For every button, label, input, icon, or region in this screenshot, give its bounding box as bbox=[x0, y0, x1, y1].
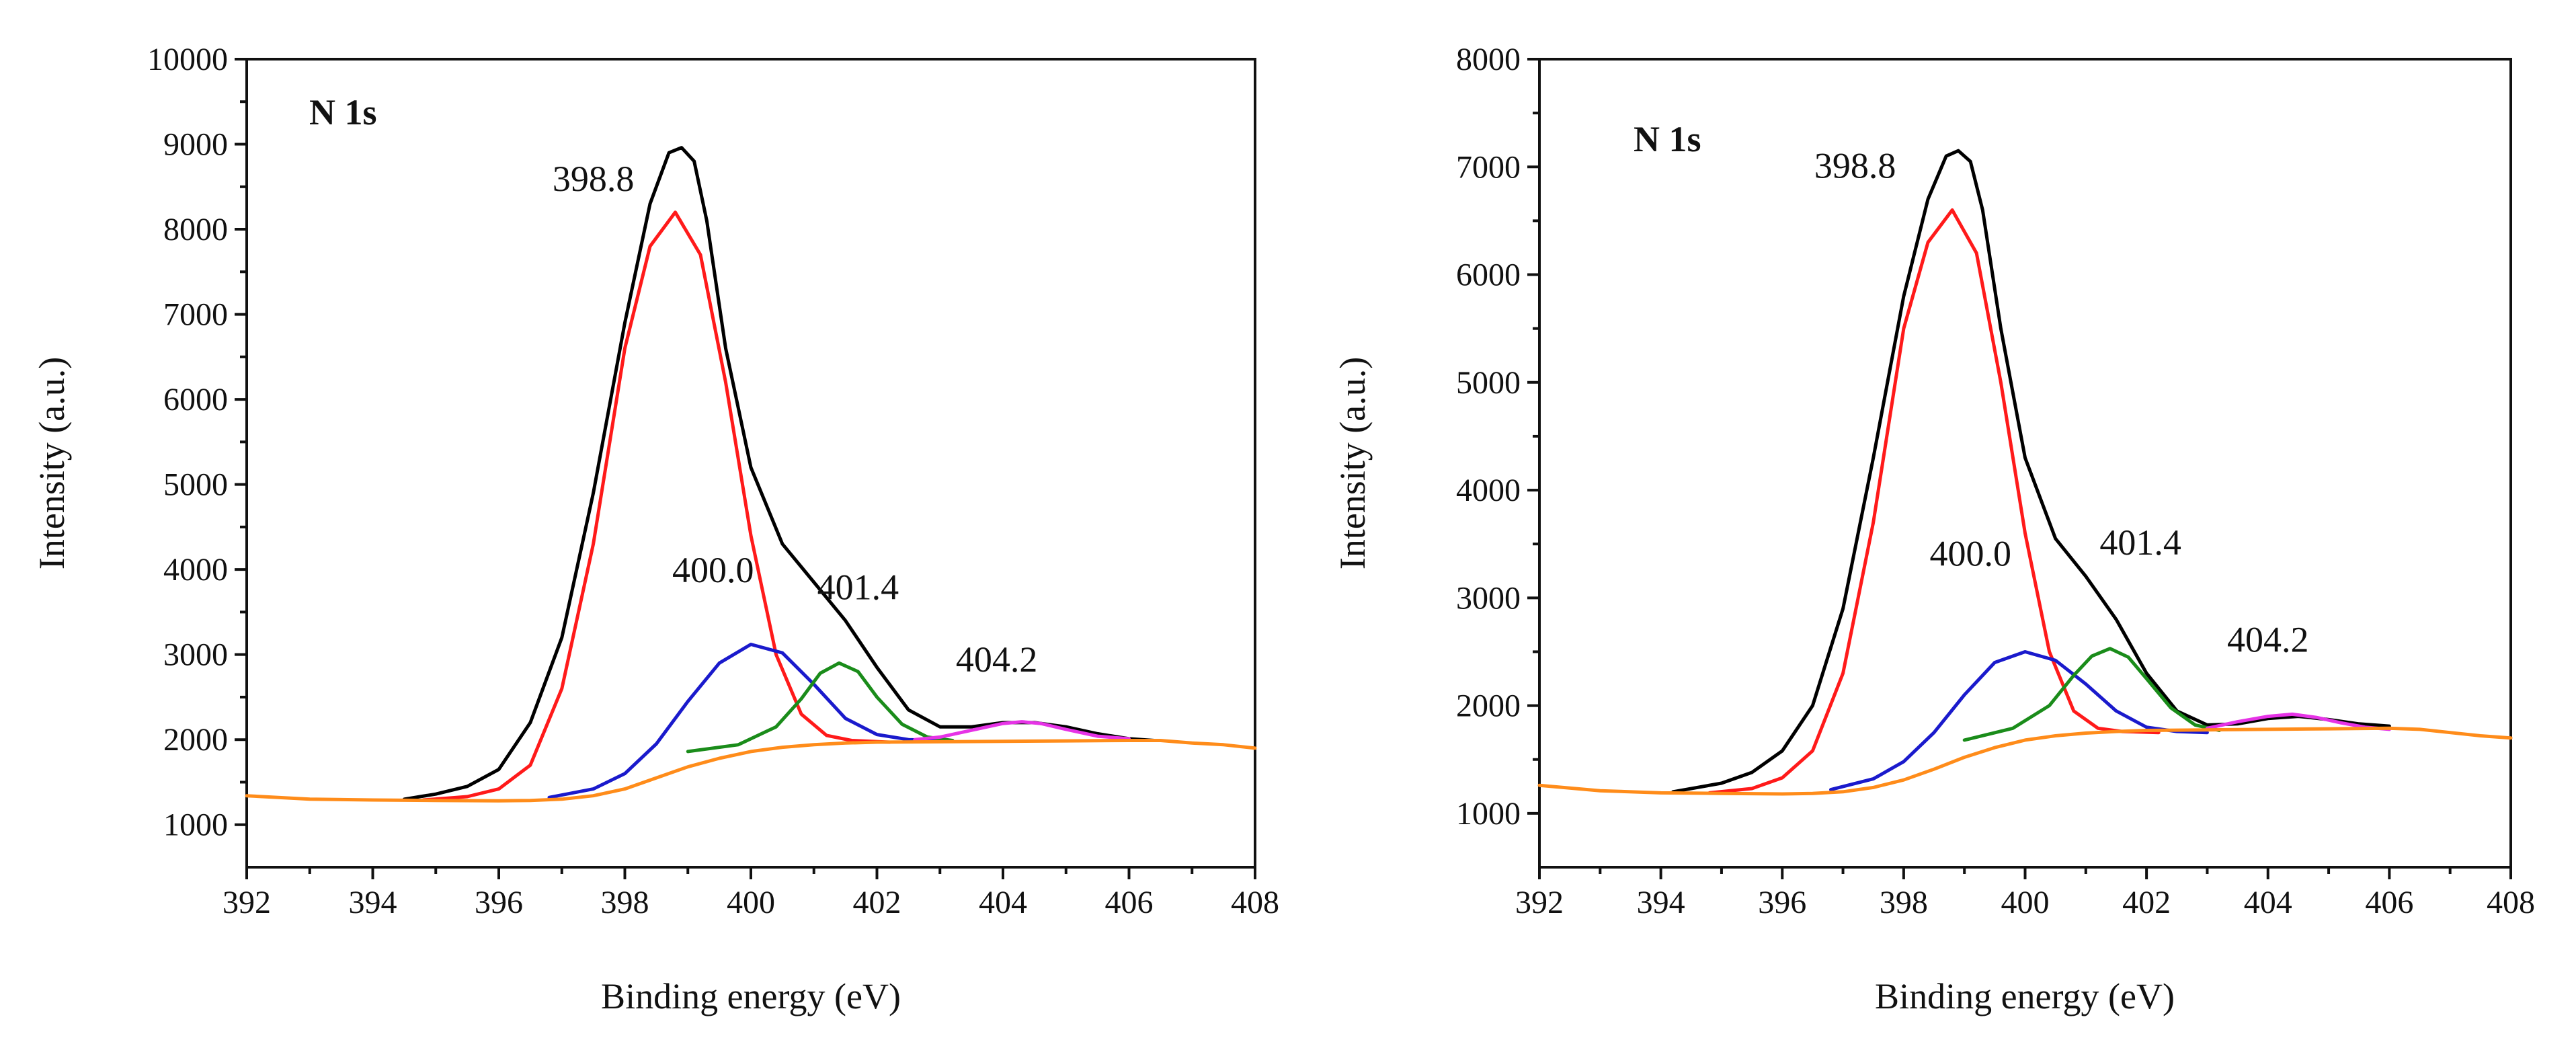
series-line-experimental bbox=[1671, 149, 2391, 794]
x-tick-label: 402 bbox=[853, 885, 901, 920]
peak-annotation: 398.8 bbox=[1814, 145, 1896, 186]
y-tick-label: 4000 bbox=[163, 552, 228, 588]
x-tick-label: 400 bbox=[727, 885, 775, 920]
series-line-background bbox=[1537, 726, 2513, 796]
x-tick-label: 408 bbox=[2487, 885, 2535, 920]
y-ticks: 1000 2000 3000 4000 5000 6000 7000 8000 9000 1000… bbox=[147, 42, 247, 843]
series-line-experimental bbox=[402, 146, 1156, 801]
annotations: 398.8 400.0 401.4 404.2 bbox=[553, 159, 1038, 680]
x-tick-label: 402 bbox=[2122, 885, 2171, 920]
annotations: 398.8 400.0 401.4 404.2 bbox=[1814, 145, 2309, 659]
peak-annotation: 400.0 bbox=[672, 550, 754, 590]
peak-annotation: 400.0 bbox=[1929, 533, 2011, 573]
x-tick-label: 396 bbox=[475, 885, 523, 920]
x-tick-label: 394 bbox=[349, 885, 397, 920]
y-tick-label: 9000 bbox=[163, 127, 228, 163]
series-line-peak-400-0 bbox=[1829, 650, 2209, 792]
x-tick-label: 408 bbox=[1231, 885, 1279, 920]
y-tick-label: 3000 bbox=[1456, 580, 1521, 616]
y-tick-label: 8000 bbox=[1456, 42, 1521, 77]
x-axis-title: Binding energy (eV) bbox=[1875, 976, 2175, 1016]
x-tick-label: 398 bbox=[1880, 885, 1928, 920]
x-ticks: 392 394 396 398 400 402 404 406 408 bbox=[1515, 867, 2535, 920]
x-tick-label: 394 bbox=[1637, 885, 1685, 920]
y-tick-label: 4000 bbox=[1456, 473, 1521, 508]
x-axis-title: Binding energy (eV) bbox=[601, 976, 901, 1016]
y-ticks: 1000 2000 3000 4000 5000 6000 7000 8000 bbox=[1456, 42, 1539, 832]
x-tick-label: 406 bbox=[1105, 885, 1154, 920]
series-line-peak-404-2 bbox=[2205, 712, 2391, 731]
y-tick-label: 7000 bbox=[163, 297, 228, 333]
x-tick-label: 398 bbox=[601, 885, 649, 920]
y-tick-label: 1000 bbox=[163, 807, 228, 843]
plot-frame bbox=[1538, 58, 2512, 869]
peak-annotation: 401.4 bbox=[817, 567, 899, 607]
y-tick-label: 10000 bbox=[147, 42, 228, 77]
y-tick-label: 6000 bbox=[1456, 257, 1521, 293]
y-tick-label: 5000 bbox=[163, 467, 228, 503]
y-tick-label: 6000 bbox=[163, 382, 228, 417]
x-tick-label: 406 bbox=[2365, 885, 2413, 920]
peak-annotation: 398.8 bbox=[553, 159, 635, 199]
peak-annotation: 404.2 bbox=[2227, 619, 2309, 659]
series-line-peak-404-2 bbox=[913, 720, 1131, 742]
y-tick-label: 5000 bbox=[1456, 365, 1521, 401]
y-tick-label: 2000 bbox=[1456, 688, 1521, 724]
series-line-peak-398-8 bbox=[421, 210, 891, 802]
x-tick-label: 392 bbox=[1515, 885, 1564, 920]
series-line-peak-401-4 bbox=[686, 661, 955, 754]
series-line-background bbox=[245, 739, 1257, 803]
series-line-peak-398-8 bbox=[1707, 208, 2161, 795]
panel-title: N 1s bbox=[309, 92, 377, 132]
peak-annotation: 404.2 bbox=[956, 639, 1038, 680]
x-ticks: 392 394 396 398 400 402 404 406 408 bbox=[223, 867, 1279, 920]
panel-title: N 1s bbox=[1634, 119, 1701, 159]
y-tick-label: 8000 bbox=[163, 212, 228, 247]
y-tick-label: 2000 bbox=[163, 722, 228, 758]
x-tick-label: 400 bbox=[2001, 885, 2050, 920]
chart-panel-left: 1000 2000 3000 4000 5000 6000 7000 8000 9000 1000… bbox=[32, 42, 1279, 1016]
peak-annotation: 401.4 bbox=[2099, 522, 2181, 563]
y-axis-title: Intensity (a.u.) bbox=[32, 357, 72, 569]
x-tick-label: 404 bbox=[2244, 885, 2292, 920]
series-line-peak-401-4 bbox=[1962, 647, 2221, 742]
x-tick-label: 404 bbox=[979, 885, 1027, 920]
series-group bbox=[1537, 149, 2513, 796]
x-tick-label: 396 bbox=[1758, 885, 1806, 920]
series-group bbox=[245, 146, 1257, 803]
x-tick-label: 392 bbox=[223, 885, 271, 920]
y-tick-label: 1000 bbox=[1456, 796, 1521, 832]
y-tick-label: 3000 bbox=[163, 637, 228, 673]
series-line-peak-400-0 bbox=[547, 643, 942, 799]
y-tick-label: 7000 bbox=[1456, 149, 1521, 185]
y-axis-title: Intensity (a.u.) bbox=[1332, 357, 1373, 569]
